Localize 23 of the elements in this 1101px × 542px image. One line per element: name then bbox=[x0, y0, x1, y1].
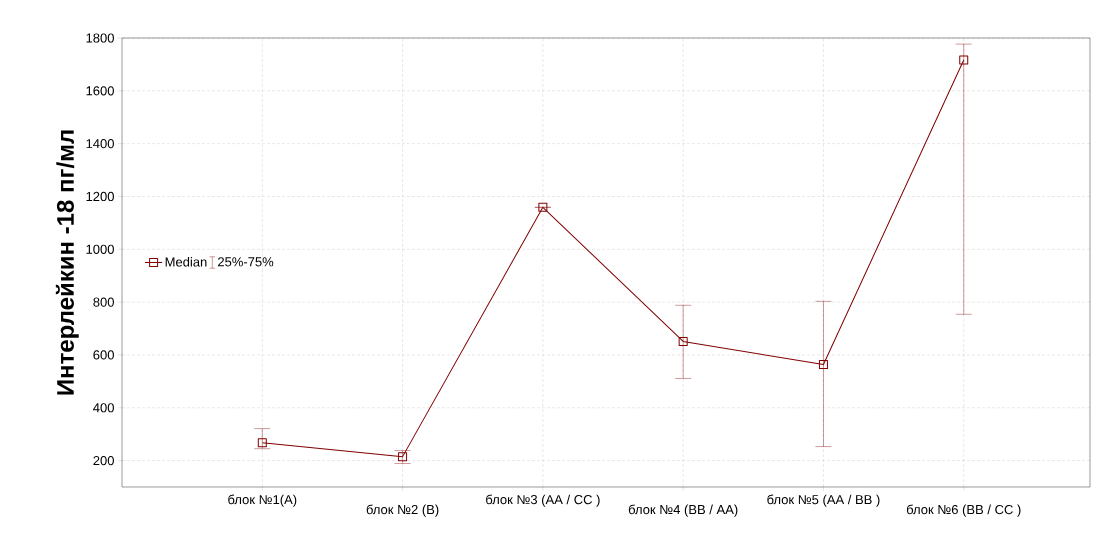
point bbox=[678, 336, 688, 346]
y-axis-title: Интерлейкин -18 пг/мл bbox=[55, 130, 79, 395]
x-tick-label: блок №2 (B) bbox=[366, 504, 439, 517]
y-tick-label: 1800 bbox=[86, 33, 114, 43]
y-tick-label: 1400 bbox=[86, 139, 114, 149]
point bbox=[959, 55, 969, 65]
y-tick-label: 800 bbox=[93, 297, 114, 307]
x-tick-label: блок №1(A) bbox=[228, 494, 297, 507]
legend-label: Median bbox=[165, 257, 207, 267]
annotation: 25%-75% bbox=[218, 257, 274, 267]
y-tick-label: 600 bbox=[93, 350, 114, 360]
point bbox=[538, 202, 548, 212]
point bbox=[818, 359, 828, 369]
x-tick-label: блок №6 (BB / CC ) bbox=[906, 504, 1021, 517]
y-tick-label: 1600 bbox=[86, 86, 114, 96]
x-tick-label: блок №4 (BB / AA) bbox=[628, 504, 738, 517]
y-tick-label: 400 bbox=[93, 403, 114, 413]
y-tick-label: 200 bbox=[93, 455, 114, 466]
point bbox=[398, 452, 408, 462]
x-tick-label: блок №3 (AA / CC ) bbox=[486, 494, 600, 507]
x-tick-label: блок №5 (AA / BB ) bbox=[767, 494, 880, 507]
y-tick-label: 1200 bbox=[86, 191, 114, 202]
y-tick-label: 1000 bbox=[86, 244, 114, 254]
